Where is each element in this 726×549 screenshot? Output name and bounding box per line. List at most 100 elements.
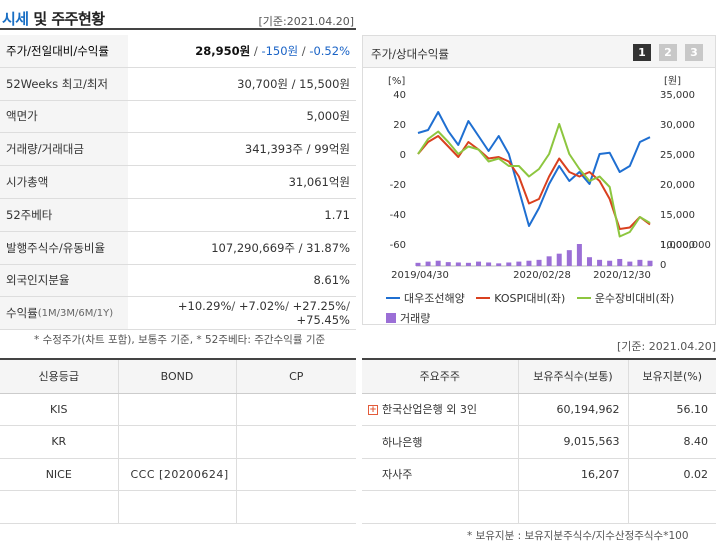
y-right-tick: 30,000 <box>660 120 695 131</box>
legend-swatch <box>386 313 396 323</box>
volume-bar <box>536 259 542 266</box>
y-right-tick: 10,000 <box>660 240 695 251</box>
agency-cell: KIS <box>0 393 119 426</box>
volume-bar <box>506 262 512 266</box>
table-row: 자사주 16,207 0.02 <box>362 458 716 491</box>
volume-bar <box>516 261 522 266</box>
current-price: 28,950원 <box>195 43 251 58</box>
return-1y: +75.45% <box>296 313 351 328</box>
series-line-2 <box>417 123 651 238</box>
volume-bar <box>576 244 582 266</box>
expand-plus-icon[interactable]: + <box>368 405 378 416</box>
cp-cell <box>236 458 356 491</box>
volume-bar <box>455 262 461 266</box>
returns-label-main: 수익률 <box>6 306 38 321</box>
volume-bar <box>526 260 532 266</box>
holder-shares <box>518 490 629 524</box>
sep: / <box>250 43 262 58</box>
y-left-tick: -60 <box>390 240 406 251</box>
volume-bar <box>617 258 623 266</box>
table-row: KIS <box>0 393 356 426</box>
basis-date: [기준:2021.04.20] <box>258 15 354 28</box>
price-row: 주가/전일대비/수익률 28,950원 / -150원 / -0.52% <box>0 35 356 68</box>
holder-shares: 16,207 <box>518 458 629 491</box>
volume-bar <box>445 262 451 266</box>
chart-label: 주가/상대수익률 <box>371 47 449 61</box>
y-right-tick: 15,000 <box>660 210 695 221</box>
credit-rating-table: 신용등급 BOND CP KIS KR NICE CCC [20200624] <box>0 358 356 524</box>
y-right-tick: 20,000 <box>660 180 695 191</box>
volume-bar <box>607 260 613 266</box>
price-value: 28,950원 / -150원 / -0.52% <box>128 43 356 59</box>
volume-bar <box>425 261 431 266</box>
volume-bar <box>637 259 643 266</box>
chart-page-3-button[interactable]: 3 <box>685 44 703 61</box>
legend-label: KOSPI대비(좌) <box>494 292 566 305</box>
x-tick-label: 2020/02/28 <box>513 270 571 281</box>
legend-label: 대우조선해양 <box>404 292 465 305</box>
legend-item-stock: 대우조선해양 <box>386 290 465 306</box>
52week-label: 52Weeks 최고/최저 <box>0 67 128 100</box>
volume-bar <box>546 256 552 266</box>
market-cap-label: 시가총액 <box>0 166 128 198</box>
return-3m: +7.02% <box>238 299 286 314</box>
legend-label: 운수장비대비(좌) <box>594 292 675 305</box>
par-value-row: 액면가 5,000원 <box>0 100 356 134</box>
holders-header-row: 주요주주 보유주식수(보통) 보유지분(%) <box>362 359 716 394</box>
chart-page-2-button[interactable]: 2 <box>659 44 677 61</box>
title-part1: 시세 <box>2 10 29 28</box>
table-row: KR <box>0 425 356 459</box>
y-left-tick: 40 <box>393 90 406 101</box>
credit-header-row: 신용등급 BOND CP <box>0 359 356 394</box>
holder-name: 자사주 <box>362 458 519 491</box>
title-part2: 및 주주현황 <box>28 10 105 28</box>
table-row: + 한국산업은행 외 3인 60,194,962 56.10 <box>362 393 716 426</box>
return-6m: +27.25% <box>292 299 347 314</box>
col-header-pct: 보유지분(%) <box>628 359 716 394</box>
col-header-shares: 보유주식수(보통) <box>518 359 629 394</box>
beta-label: 52주베타 <box>0 198 128 231</box>
y-right-unit: [원] <box>664 75 681 87</box>
holder-pct <box>628 490 716 524</box>
series-line-0 <box>417 111 651 227</box>
legend-item-kospi: KOSPI대비(좌) <box>476 290 565 306</box>
legend-swatch <box>476 297 491 299</box>
foreign-ratio-value: 8.61% <box>313 273 350 288</box>
52week-value: 30,700원 / 15,500원 <box>237 76 350 91</box>
returns-label-sub: (1M/3M/6M/1Y) <box>37 307 114 319</box>
cp-cell <box>236 425 356 459</box>
volume-label: 거래량/거래대금 <box>0 133 128 166</box>
stock-chart: [%] [원] 40 20 0 -20 -40 -60 35,000 30,000 25,000 20… <box>388 75 711 281</box>
legend-item-volume: 거래량 <box>386 310 430 326</box>
legend-swatch <box>576 297 591 299</box>
volume-bar <box>476 261 482 266</box>
chart-page-1-button[interactable]: 1 <box>633 44 651 61</box>
agency-cell: NICE <box>0 458 119 491</box>
legend-item-sector: 운수장비대비(좌) <box>576 290 675 306</box>
holder-name <box>362 490 519 524</box>
shares-row: 발행주식수/유동비율 107,290,669주 / 31.87% <box>0 231 356 265</box>
price-change-pct: -0.52% <box>309 43 350 58</box>
holder-shares: 9,015,563 <box>518 425 629 459</box>
bond-cell <box>118 393 237 426</box>
y-left-tick: 0 <box>400 150 406 161</box>
table-row <box>0 490 356 524</box>
market-cap-row: 시가총액 31,061억원 <box>0 166 356 199</box>
volume-tick: 0 <box>660 260 666 271</box>
col-header-cp: CP <box>236 359 356 394</box>
y-left-tick: 20 <box>393 120 406 131</box>
holder-name-cell: + 한국산업은행 외 3인 <box>362 393 519 426</box>
foreign-ratio-label: 외국인지분율 <box>0 264 128 297</box>
holders-note: * 보유지분 : 보유지분주식수/지수산정주식수*100 <box>467 530 689 542</box>
x-tick-label: 2020/12/30 <box>593 270 651 281</box>
bond-cell <box>118 425 237 459</box>
volume-bar <box>465 262 471 266</box>
volume-bar <box>486 262 492 266</box>
volume-bar <box>627 261 633 266</box>
shares-value: 107,290,669주 / 31.87% <box>211 240 350 255</box>
volume-bar <box>556 253 562 266</box>
chart-panel: 주가/상대수익률 1 2 3 <box>362 35 716 325</box>
x-tick-label: 2019/04/30 <box>391 270 449 281</box>
table-row: 하나은행 9,015,563 8.40 <box>362 425 716 459</box>
return-1m: +10.29% <box>177 299 232 314</box>
